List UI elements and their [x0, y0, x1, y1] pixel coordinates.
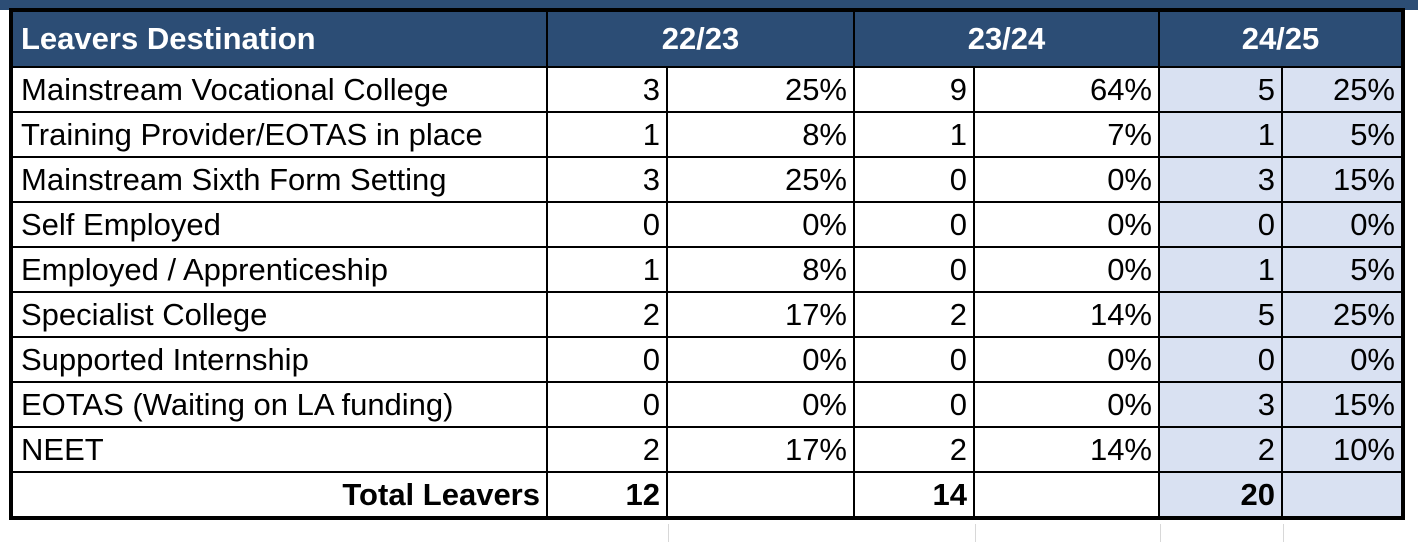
percent-23-24[interactable]: 0%	[973, 246, 1160, 293]
spreadsheet-header-strip	[0, 0, 1418, 10]
count-23-24[interactable]: 1	[853, 111, 975, 158]
percent-24-25[interactable]: 25%	[1281, 66, 1404, 113]
total-22-23[interactable]: 12	[546, 471, 668, 519]
total-23-24[interactable]: 14	[853, 471, 975, 519]
gridline	[1283, 524, 1284, 542]
count-23-24[interactable]: 0	[853, 201, 975, 248]
empty-cell[interactable]	[973, 471, 1160, 519]
table-row: Mainstream Vocational College 3 25% 9 64% 5 25…	[10, 66, 1404, 113]
count-23-24[interactable]: 2	[853, 291, 975, 338]
percent-24-25[interactable]: 5%	[1281, 246, 1404, 293]
count-24-25[interactable]: 3	[1158, 381, 1283, 428]
table-row: Training Provider/EOTAS in place 1 8% 1 7% 1 5…	[10, 111, 1404, 158]
total-24-25[interactable]: 20	[1158, 471, 1283, 519]
table-row: Employed / Apprenticeship 1 8% 0 0% 1 5%	[10, 246, 1404, 293]
count-24-25[interactable]: 5	[1158, 291, 1283, 338]
percent-22-23[interactable]: 0%	[666, 336, 855, 383]
count-22-23[interactable]: 3	[546, 66, 668, 113]
percent-22-23[interactable]: 8%	[666, 111, 855, 158]
percent-22-23[interactable]: 17%	[666, 426, 855, 473]
header-row: Leavers Destination 22/23 23/24 24/25	[10, 9, 1404, 68]
count-23-24[interactable]: 0	[853, 381, 975, 428]
table-row: EOTAS (Waiting on LA funding) 0 0% 0 0% 3 15%	[10, 381, 1404, 428]
percent-23-24[interactable]: 0%	[973, 201, 1160, 248]
count-23-24[interactable]: 2	[853, 426, 975, 473]
count-24-25[interactable]: 2	[1158, 426, 1283, 473]
count-22-23[interactable]: 0	[546, 381, 668, 428]
count-23-24[interactable]: 9	[853, 66, 975, 113]
count-24-25[interactable]: 1	[1158, 246, 1283, 293]
table-row: Mainstream Sixth Form Setting 3 25% 0 0% 3 15%	[10, 156, 1404, 203]
percent-22-23[interactable]: 25%	[666, 156, 855, 203]
percent-24-25[interactable]: 25%	[1281, 291, 1404, 338]
percent-24-25[interactable]: 0%	[1281, 201, 1404, 248]
percent-22-23[interactable]: 0%	[666, 201, 855, 248]
percent-22-23[interactable]: 25%	[666, 66, 855, 113]
count-23-24[interactable]: 0	[853, 246, 975, 293]
gridline	[1160, 524, 1161, 542]
gridline	[975, 524, 976, 542]
percent-22-23[interactable]: 8%	[666, 246, 855, 293]
percent-23-24[interactable]: 14%	[973, 426, 1160, 473]
destination-label[interactable]: NEET	[10, 426, 548, 473]
count-24-25[interactable]: 3	[1158, 156, 1283, 203]
destination-label[interactable]: Training Provider/EOTAS in place	[10, 111, 548, 158]
destination-label[interactable]: Specialist College	[10, 291, 548, 338]
empty-cell[interactable]	[1281, 471, 1404, 519]
percent-24-25[interactable]: 10%	[1281, 426, 1404, 473]
count-23-24[interactable]: 0	[853, 336, 975, 383]
count-22-23[interactable]: 0	[546, 336, 668, 383]
destination-label[interactable]: Employed / Apprenticeship	[10, 246, 548, 293]
header-year-22-23[interactable]: 22/23	[546, 9, 855, 68]
percent-24-25[interactable]: 0%	[1281, 336, 1404, 383]
percent-22-23[interactable]: 17%	[666, 291, 855, 338]
table-row: Supported Internship 0 0% 0 0% 0 0%	[10, 336, 1404, 383]
destination-label[interactable]: EOTAS (Waiting on LA funding)	[10, 381, 548, 428]
percent-24-25[interactable]: 15%	[1281, 381, 1404, 428]
count-23-24[interactable]: 0	[853, 156, 975, 203]
percent-22-23[interactable]: 0%	[666, 381, 855, 428]
count-22-23[interactable]: 1	[546, 111, 668, 158]
percent-24-25[interactable]: 5%	[1281, 111, 1404, 158]
table-row: Specialist College 2 17% 2 14% 5 25%	[10, 291, 1404, 338]
total-label[interactable]: Total Leavers	[10, 471, 548, 519]
total-row: Total Leavers 12 14 20	[10, 471, 1404, 519]
count-24-25[interactable]: 0	[1158, 201, 1283, 248]
header-year-24-25[interactable]: 24/25	[1158, 9, 1404, 68]
destination-label[interactable]: Self Employed	[10, 201, 548, 248]
destination-label[interactable]: Mainstream Vocational College	[10, 66, 548, 113]
percent-23-24[interactable]: 0%	[973, 381, 1160, 428]
gridline	[668, 524, 669, 542]
destination-label[interactable]: Supported Internship	[10, 336, 548, 383]
count-24-25[interactable]: 5	[1158, 66, 1283, 113]
leavers-destination-table: Leavers Destination 22/23 23/24 24/25 Ma…	[9, 8, 1405, 520]
percent-23-24[interactable]: 7%	[973, 111, 1160, 158]
count-24-25[interactable]: 0	[1158, 336, 1283, 383]
header-title[interactable]: Leavers Destination	[10, 9, 548, 68]
percent-23-24[interactable]: 64%	[973, 66, 1160, 113]
count-24-25[interactable]: 1	[1158, 111, 1283, 158]
percent-23-24[interactable]: 14%	[973, 291, 1160, 338]
table-row: NEET 2 17% 2 14% 2 10%	[10, 426, 1404, 473]
empty-cell[interactable]	[666, 471, 855, 519]
count-22-23[interactable]: 2	[546, 426, 668, 473]
table-row: Self Employed 0 0% 0 0% 0 0%	[10, 201, 1404, 248]
percent-23-24[interactable]: 0%	[973, 336, 1160, 383]
count-22-23[interactable]: 3	[546, 156, 668, 203]
count-22-23[interactable]: 1	[546, 246, 668, 293]
percent-24-25[interactable]: 15%	[1281, 156, 1404, 203]
header-year-23-24[interactable]: 23/24	[853, 9, 1160, 68]
percent-23-24[interactable]: 0%	[973, 156, 1160, 203]
count-22-23[interactable]: 0	[546, 201, 668, 248]
destination-label[interactable]: Mainstream Sixth Form Setting	[10, 156, 548, 203]
count-22-23[interactable]: 2	[546, 291, 668, 338]
